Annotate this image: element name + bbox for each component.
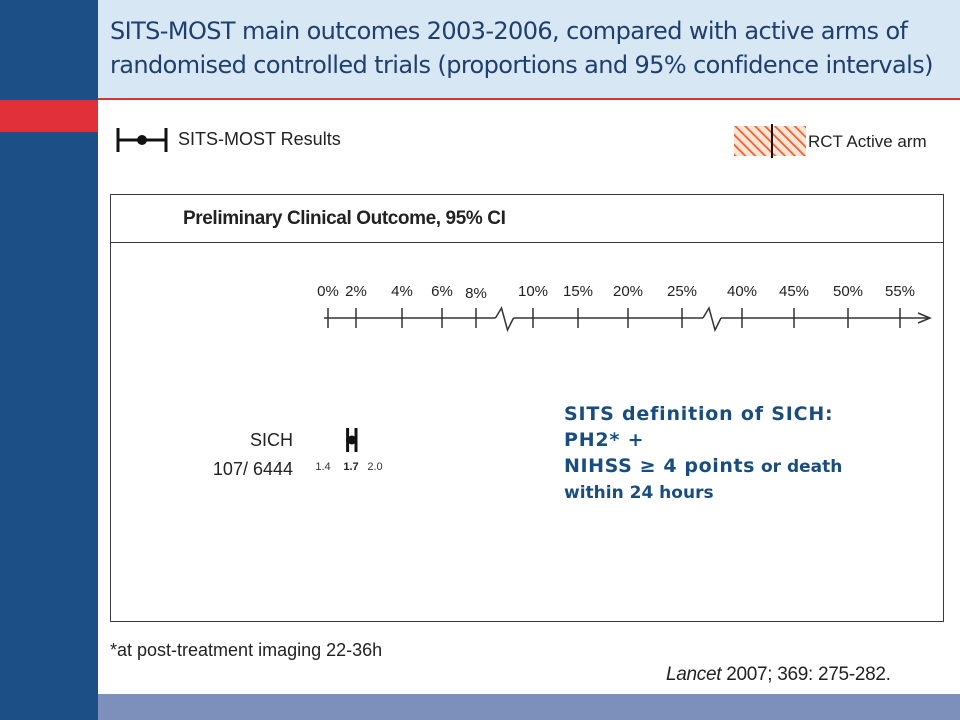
definition-line-4: within 24 hours [564, 483, 714, 503]
legend-sits-most: SITS-MOST Results [114, 124, 354, 156]
citation-journal: Lancet [666, 664, 722, 685]
definition-line-3-small: or death [755, 457, 843, 477]
red-accent-block [0, 100, 98, 132]
sich-definition: SITS definition of SICH: PH2* + NIHSS ≥ … [564, 400, 944, 505]
definition-line-3-main: NIHSS ≥ 4 points [564, 455, 756, 477]
title-banner: SITS-MOST main outcomes 2003-2006, compa… [98, 0, 960, 100]
slide-title: SITS-MOST main outcomes 2003-2006, compa… [110, 17, 933, 79]
panel-header: Preliminary Clinical Outcome, 95% CI [111, 195, 943, 243]
definition-line-3: NIHSS ≥ 4 points or death [564, 452, 944, 481]
citation: Lancet 2007; 369: 275-282. [666, 664, 891, 686]
footnote: *at post-treatment imaging 22-36h [110, 640, 383, 660]
hatched-swatch-icon [734, 124, 806, 158]
outcome-panel: Preliminary Clinical Outcome, 95% CI [110, 194, 944, 622]
chart-title: Preliminary Clinical Outcome, 95% CI [183, 208, 506, 229]
bottom-band [98, 694, 960, 720]
legend-rct-label: RCT Active arm [808, 132, 927, 151]
definition-line-1: SITS definition of SICH: [564, 403, 834, 425]
left-sidebar-band [0, 0, 98, 720]
citation-details: 2007; 369: 275-282. [721, 664, 891, 685]
ci-whisker-icon [116, 128, 168, 152]
definition-line-2: PH2* + [564, 429, 645, 451]
legend-rct: RCT Active arm [732, 124, 942, 158]
legend-sits-most-label: SITS-MOST Results [178, 129, 341, 149]
